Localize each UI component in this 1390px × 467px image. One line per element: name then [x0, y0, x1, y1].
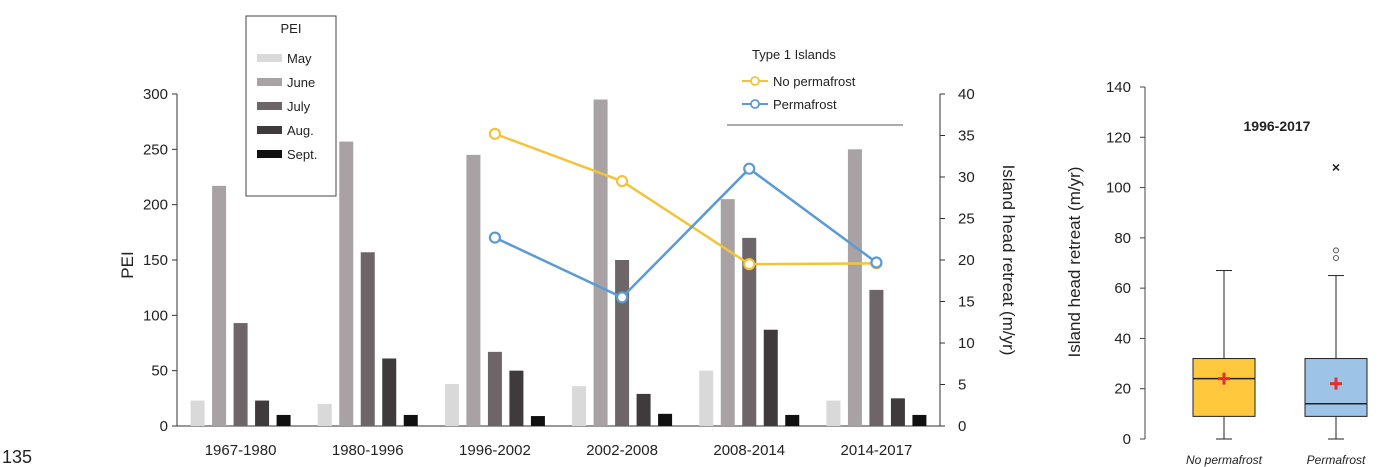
line-point: [488, 127, 502, 140]
bar-legend-title: PEI: [281, 21, 302, 36]
y2-axis-title: Island head retreat (m/yr): [999, 165, 1018, 356]
bar-may: [572, 386, 587, 426]
y2-tick-label: 30: [958, 169, 975, 186]
bar-may: [317, 403, 332, 426]
bar-june: [720, 199, 735, 426]
box-y-tick-label: 120: [1106, 129, 1131, 146]
bar-july: [742, 237, 757, 426]
bar-june: [593, 99, 608, 427]
legend-label: May: [287, 51, 312, 66]
bar-sept: [530, 416, 545, 426]
bar-aug: [636, 393, 651, 426]
line-legend-title: Type 1 Islands: [752, 47, 836, 62]
y-tick-label: 0: [160, 418, 168, 435]
x-tick-label: 2008-2014: [713, 442, 785, 459]
x-tick-label: 1967-1980: [205, 442, 277, 459]
bar-aug: [890, 398, 905, 426]
box-extreme-outlier: [1332, 163, 1340, 171]
box-y-tick-label: 40: [1114, 330, 1131, 347]
bar-july: [615, 260, 630, 426]
bar-june: [466, 154, 481, 426]
legend-label: Sept.: [287, 147, 317, 162]
bar-may: [444, 383, 459, 426]
y-tick-label: 150: [143, 252, 168, 269]
line-point: [870, 256, 883, 269]
box-y-tick-label: 0: [1123, 431, 1131, 448]
legend-label: July: [287, 99, 311, 114]
box-plot-title: 1996-2017: [1244, 118, 1311, 134]
page-number: 135: [2, 447, 32, 467]
box-outlier: [1333, 247, 1339, 254]
bar-june: [212, 185, 227, 426]
y-tick-label: 300: [143, 86, 168, 103]
legend-swatch: [257, 150, 282, 158]
box-y-tick-label: 140: [1106, 79, 1131, 96]
y2-tick-label: 40: [958, 86, 975, 103]
y-tick-label: 100: [143, 307, 168, 324]
y2-tick-label: 35: [958, 128, 975, 145]
y2-tick-label: 5: [958, 377, 966, 394]
bar-sept: [658, 413, 673, 426]
bar-july: [487, 351, 502, 426]
box-mean-marker: [1218, 372, 1230, 385]
bar-sept: [276, 414, 291, 426]
bar-sept: [403, 414, 418, 426]
bar-may: [826, 400, 841, 426]
line-point: [615, 291, 629, 304]
legend-label: June: [287, 75, 315, 90]
box-mean-marker: [1330, 377, 1342, 390]
bar-aug: [763, 329, 778, 426]
legend-label: Aug.: [287, 123, 314, 138]
x-tick-label: 1980-1996: [332, 442, 404, 459]
y2-tick-label: 15: [958, 294, 975, 311]
legend-swatch: [257, 126, 282, 134]
box-iqr: [1192, 358, 1256, 417]
bar-sept: [785, 414, 800, 426]
bar-aug: [509, 370, 524, 426]
box-y-tick-label: 100: [1106, 180, 1131, 197]
line-point: [743, 162, 756, 175]
line-point: [743, 258, 756, 271]
box-outlier: [1333, 254, 1339, 261]
bar-july: [233, 323, 248, 426]
bar-aug: [382, 358, 397, 426]
legend-swatch: [257, 78, 282, 86]
line-legend-label: No permafrost: [773, 74, 856, 89]
x-tick-label: 2014-2017: [841, 442, 913, 459]
legend-swatch: [257, 102, 282, 110]
line-series-permafrost: [494, 167, 878, 299]
box-y-axis-title: Island head retreat (m/yr): [1065, 167, 1084, 358]
x-tick-label: 2002-2008: [586, 442, 658, 459]
x-tick-label: 1996-2002: [459, 442, 531, 459]
line-legend-marker: [750, 76, 760, 86]
bar-july: [360, 252, 375, 426]
bar-sept: [912, 414, 927, 426]
box-y-tick-label: 60: [1114, 280, 1131, 297]
y-tick-label: 200: [143, 197, 168, 214]
box-y-tick-label: 20: [1114, 381, 1131, 398]
line-point: [488, 231, 502, 244]
box-y-tick-label: 80: [1114, 230, 1131, 247]
bar-june: [339, 141, 354, 426]
bar-aug: [255, 400, 270, 426]
bar-june: [847, 149, 862, 427]
legend-swatch: [257, 54, 282, 62]
y-axis-title: PEI: [118, 251, 137, 278]
bar-may: [699, 370, 714, 426]
y2-tick-label: 10: [958, 335, 975, 352]
bar-july: [869, 289, 884, 426]
box-category-label: No permafrost: [1186, 453, 1263, 467]
box-category-label: Permafrost: [1307, 453, 1366, 467]
line-legend-label: Permafrost: [773, 97, 837, 112]
y-tick-label: 50: [151, 363, 168, 380]
y-tick-label: 250: [143, 141, 168, 158]
bar-may: [190, 400, 205, 426]
line-series-no-permafrost: [494, 132, 877, 266]
y2-tick-label: 0: [958, 418, 966, 435]
y2-tick-label: 20: [958, 252, 975, 269]
line-legend-marker: [750, 99, 760, 109]
y2-tick-label: 25: [958, 211, 975, 228]
line-point: [615, 175, 629, 188]
